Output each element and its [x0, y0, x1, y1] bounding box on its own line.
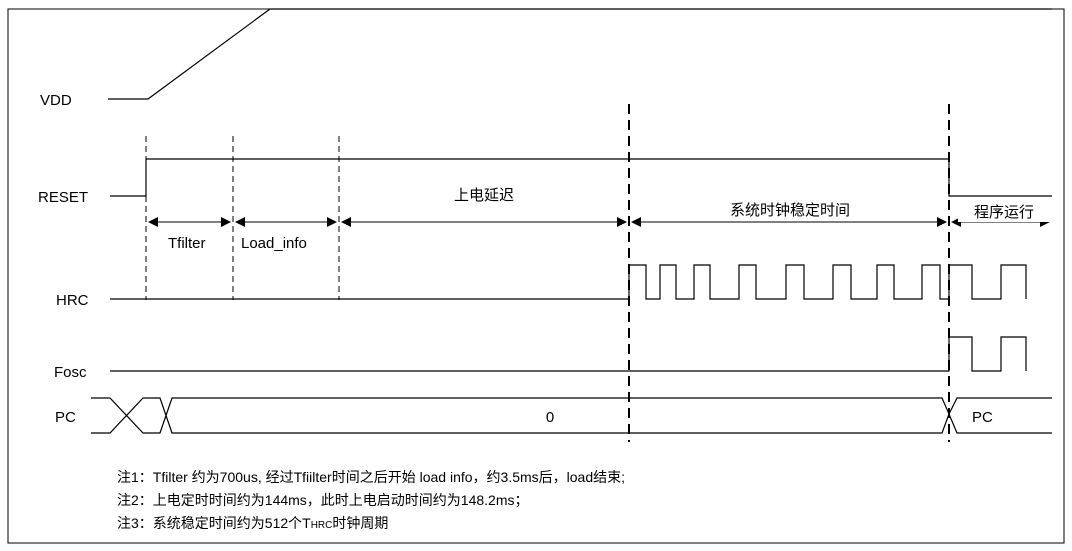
vdd-waveform [108, 8, 1052, 100]
program-run-label-bg [958, 202, 1050, 222]
pc-label: PC [55, 409, 76, 426]
power-on-delay-label: 上电延迟 [454, 187, 514, 204]
clock-stable-label: 系统时钟稳定时间 [730, 202, 850, 219]
fosc-label: Fosc [54, 364, 87, 381]
note-3-suffix: 时钟周期 [332, 515, 388, 531]
reset-waveform [110, 158, 1052, 197]
note-3-subscript: HRC [311, 520, 333, 531]
tfilter-label: Tfilter [168, 235, 206, 252]
hrc-label: HRC [56, 292, 89, 309]
fosc-waveform [110, 336, 1027, 372]
hrc-waveform [110, 264, 1027, 300]
program-run-label: 程序运行 [974, 204, 1034, 221]
note-1: 注1：Tfilter 约为700us, 经过Tfiilter时间之后开始 loa… [117, 469, 625, 485]
pc-value-zero: 0 [546, 409, 554, 426]
pc-bus-bottom [91, 397, 1052, 434]
pc-bus-top [91, 397, 1052, 434]
note-3: 注3：系统稳定时间约为512个THRC时钟周期 [117, 515, 388, 531]
loadinfo-label: Load_info [241, 235, 307, 252]
diagram-frame [7, 8, 1065, 544]
vdd-label: VDD [40, 92, 72, 109]
note-3-prefix: 注3：系统稳定时间约为512个T [117, 515, 311, 531]
reset-label: RESET [38, 189, 88, 206]
note-2: 注2：上电定时时间约为144ms，此时上电启动时间约为148.2ms； [117, 492, 529, 509]
pc-value-after: PC [972, 409, 993, 426]
